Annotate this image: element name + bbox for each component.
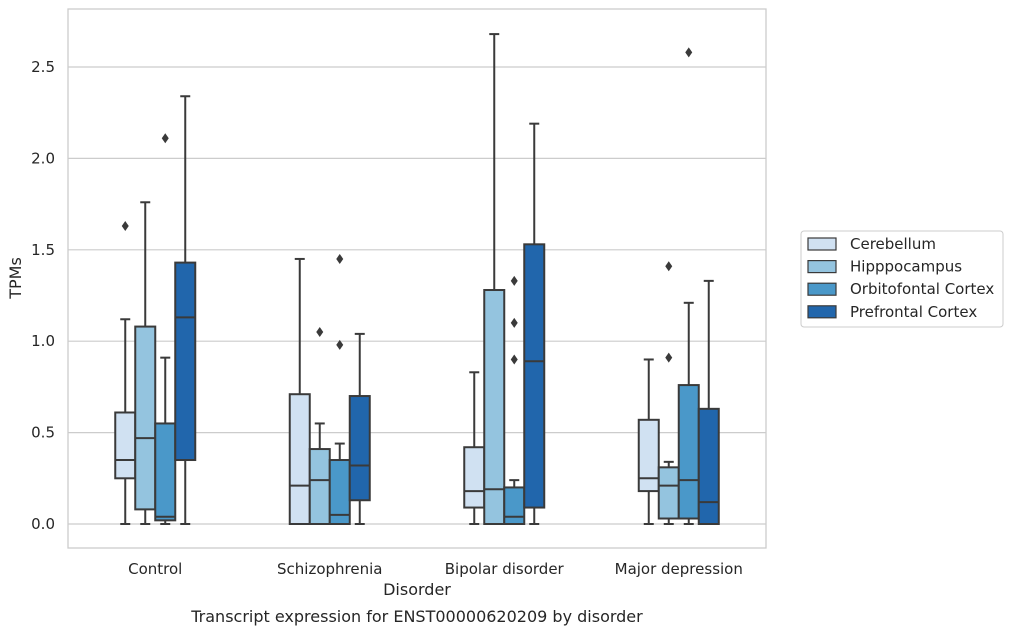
x-axis-label: Disorder xyxy=(383,580,451,599)
box-iqr xyxy=(308,448,331,525)
outlier-point xyxy=(161,133,169,144)
x-tick-label: Bipolar disorder xyxy=(445,560,565,578)
outlier-point xyxy=(665,352,673,363)
legend-swatch xyxy=(807,305,837,319)
box-group xyxy=(134,201,157,525)
box-iqr xyxy=(114,411,137,480)
box-group xyxy=(288,257,311,525)
legend-label: Orbitofontal Cortex xyxy=(850,280,994,298)
legend-swatch xyxy=(807,260,837,274)
box-iqr xyxy=(503,486,526,526)
box-iqr xyxy=(154,422,177,522)
box-group xyxy=(677,47,700,525)
box-group xyxy=(328,253,351,525)
box-iqr xyxy=(523,243,546,509)
box-group xyxy=(483,33,506,525)
y-tick-labels: 0.0 0.5 1.0 1.5 2.0 2.5 xyxy=(31,58,55,533)
outlier-point xyxy=(510,317,518,328)
x-tick-label: Control xyxy=(128,560,182,578)
box-iqr xyxy=(174,261,197,462)
y-tick-label: 1.0 xyxy=(31,332,55,350)
legend-swatch xyxy=(807,282,837,296)
box-iqr xyxy=(463,446,486,509)
box-iqr xyxy=(697,407,720,525)
box-iqr xyxy=(348,395,371,502)
legend: Cerebellum Hipppocampus Orbitofontal Corte… xyxy=(800,230,1004,328)
outlier-point xyxy=(665,261,673,272)
box-groups xyxy=(114,33,720,526)
chart-caption: Transcript expression for ENST0000062020… xyxy=(190,607,643,626)
box-iqr xyxy=(677,384,700,520)
box-group xyxy=(348,332,371,525)
x-tick-label: Schizophrenia xyxy=(277,560,382,578)
y-tick-label: 1.5 xyxy=(31,241,55,259)
box-iqr xyxy=(637,418,660,493)
outlier-point xyxy=(510,354,518,365)
outlier-point xyxy=(510,275,518,286)
outlier-point xyxy=(685,47,693,58)
legend-label: Cerebellum xyxy=(850,235,936,253)
x-tick-labels: Control Schizophrenia Bipolar disorder Majo… xyxy=(128,560,743,578)
legend-label: Prefrontal Cortex xyxy=(850,303,977,321)
x-tick-label: Major depression xyxy=(615,560,743,578)
box-group xyxy=(308,327,331,525)
box-group xyxy=(503,275,526,526)
legend-swatch xyxy=(807,237,837,251)
box-group xyxy=(637,358,660,525)
box-iqr xyxy=(288,393,311,525)
box-group xyxy=(697,279,720,525)
y-tick-label: 0.5 xyxy=(31,424,55,442)
outlier-point xyxy=(336,339,344,350)
legend-label: Hipppocampus xyxy=(850,258,962,276)
outlier-point xyxy=(121,221,129,232)
y-axis-label: TPMs xyxy=(6,257,25,300)
outlier-point xyxy=(336,253,344,264)
y-tick-label: 2.5 xyxy=(31,58,55,76)
box-iqr xyxy=(657,466,680,520)
legend-box xyxy=(800,230,1004,328)
box-group xyxy=(463,371,486,525)
box-group xyxy=(154,133,177,525)
box-iqr xyxy=(483,289,506,525)
y-tick-label: 2.0 xyxy=(31,149,55,167)
y-tick-label: 0.0 xyxy=(31,515,55,533)
box-group xyxy=(523,122,546,525)
box-iqr xyxy=(134,325,157,511)
box-group xyxy=(174,95,197,525)
box-group xyxy=(657,261,680,525)
outlier-point xyxy=(316,327,324,338)
